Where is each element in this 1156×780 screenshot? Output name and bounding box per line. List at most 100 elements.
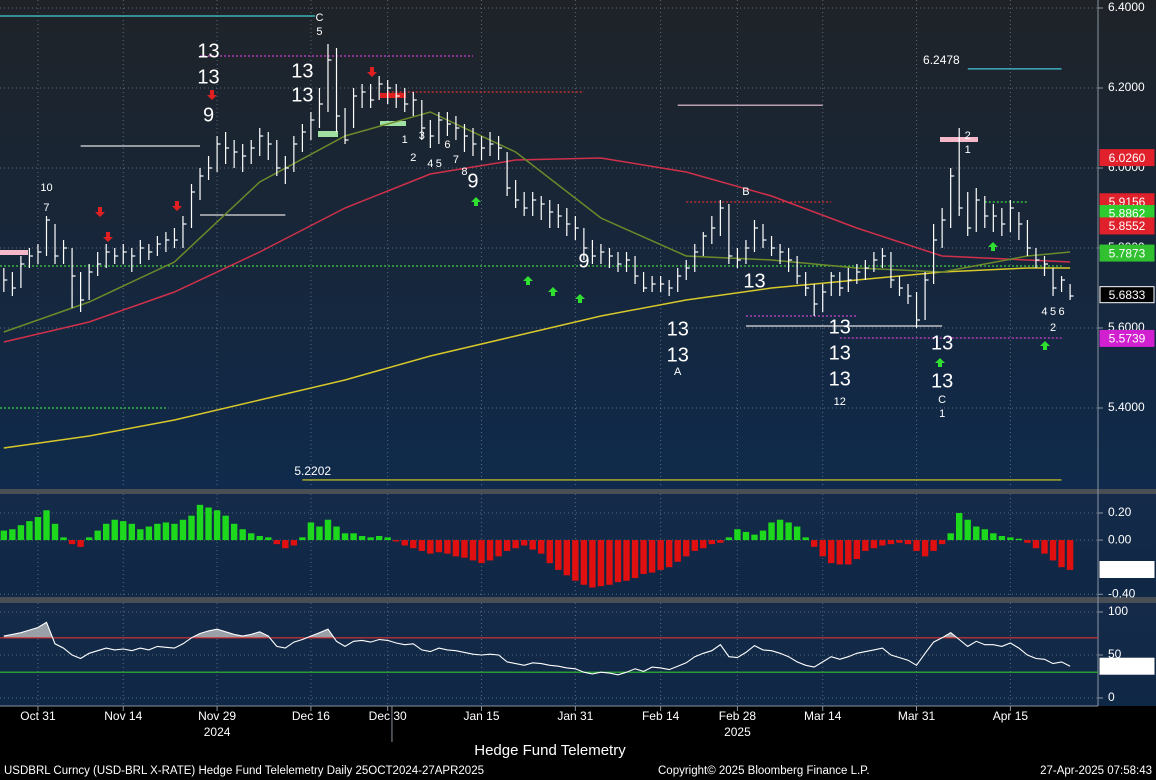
td-label: 7 — [453, 154, 459, 166]
x-tick-label: Mar 14 — [804, 709, 842, 723]
histogram-bar — [640, 540, 647, 574]
td-label: 1 — [402, 134, 408, 146]
price-tag-label: 5.5739 — [1109, 332, 1146, 346]
td-label: A — [674, 366, 682, 378]
histogram-bar — [734, 529, 741, 541]
buy-arrow — [988, 242, 998, 251]
histogram-bar — [299, 537, 306, 541]
histogram-bar — [683, 540, 690, 557]
td-label: 10 — [40, 182, 52, 194]
td-label: 13 — [667, 318, 689, 340]
histogram-bar — [1032, 540, 1040, 549]
td-label: 13 — [291, 84, 313, 106]
histogram-bar — [572, 540, 579, 581]
histogram-bar — [665, 540, 673, 568]
td-label: 9 — [578, 250, 589, 272]
histogram-bar — [1015, 538, 1023, 541]
histogram-bar — [700, 540, 707, 549]
histogram-bar — [137, 529, 144, 541]
histogram-bar — [597, 540, 605, 587]
axis-footer — [0, 706, 1156, 780]
td-label: 6 — [1058, 306, 1064, 318]
x-tick-label: Jan 15 — [464, 709, 500, 723]
footer-timestamp: 27-Apr-2025 07:58:43 — [1040, 765, 1152, 777]
price-tag — [1099, 329, 1155, 347]
td-label: 8 — [461, 166, 467, 178]
histogram-bar — [375, 536, 383, 541]
price-tag-label: -0.2171 — [1107, 563, 1148, 577]
x-tick-label: Apr 15 — [993, 709, 1029, 723]
setup-marker — [380, 93, 406, 98]
td-label: 4 — [427, 158, 433, 170]
histogram-bar — [179, 519, 187, 541]
footer-security: USDBRL Curncy (USD-BRL X-RATE) Hedge Fun… — [4, 765, 484, 777]
histogram-bar — [887, 540, 895, 545]
td-label: 5 — [436, 158, 442, 170]
histogram-bar — [930, 540, 937, 551]
histogram-bar — [828, 540, 835, 564]
sell-arrow — [367, 67, 377, 77]
histogram-bar — [964, 519, 971, 541]
td-label: 2 — [1050, 322, 1056, 334]
histogram-bar — [1049, 540, 1057, 561]
histogram-bar — [145, 526, 153, 541]
setup-marker — [0, 250, 28, 255]
histogram-bar — [580, 540, 588, 585]
td-label: 13 — [743, 270, 765, 292]
buy-arrow — [548, 287, 558, 296]
histogram-bar — [947, 533, 954, 541]
histogram-bar — [213, 510, 221, 541]
histogram-bar — [921, 540, 929, 557]
panel-divider — [0, 597, 1156, 603]
x-tick-label: Dec 16 — [292, 709, 330, 723]
x-tick-label: Jan 31 — [557, 709, 593, 723]
setup-marker — [318, 131, 338, 137]
histogram-bar — [341, 533, 349, 541]
histogram-bar — [981, 529, 988, 541]
y-tick-label: 100 — [1108, 604, 1128, 618]
rsi-line — [3, 621, 1071, 676]
histogram-bar — [751, 534, 758, 541]
histogram-bar — [938, 540, 946, 545]
price-tag-label: 6.0260 — [1109, 151, 1146, 165]
td-label: 13 — [829, 368, 851, 390]
histogram-bar — [51, 523, 59, 541]
td-label: 13 — [829, 316, 851, 338]
histogram-bar — [222, 515, 229, 541]
histogram-bar — [691, 540, 698, 551]
histogram-bar — [350, 533, 357, 541]
td-label: 4 — [1041, 306, 1047, 318]
histogram-bar — [102, 523, 110, 541]
td-label: 13 — [291, 60, 313, 82]
histogram-bar — [674, 540, 681, 562]
panel-divider — [0, 489, 1156, 494]
td-label: 5 — [316, 26, 322, 38]
td-label: 13 — [197, 40, 219, 62]
histogram-bar — [631, 540, 639, 579]
histogram-bar — [862, 540, 869, 551]
buy-arrow — [471, 197, 481, 206]
histogram-bar — [853, 540, 861, 560]
histogram-bar — [239, 529, 246, 541]
td-label: 13 — [931, 370, 953, 392]
histogram-bar — [358, 536, 366, 541]
histogram-bar — [196, 504, 204, 541]
td-label: 13 — [197, 66, 219, 88]
td-label: 2 — [965, 130, 971, 142]
sell-arrow — [95, 207, 105, 217]
histogram-bar — [68, 540, 76, 545]
histogram-bar — [759, 530, 767, 541]
histogram-bar — [836, 540, 843, 565]
histogram-bar — [529, 540, 536, 550]
histogram-bar — [401, 540, 408, 546]
histogram-bar — [230, 523, 238, 541]
histogram-bar — [367, 537, 374, 541]
td-label: 9 — [467, 170, 478, 192]
histogram-bar — [94, 530, 101, 541]
histogram-bar — [657, 540, 664, 570]
histogram-bar — [17, 525, 25, 541]
histogram-bar — [896, 540, 903, 543]
histogram-bar — [384, 537, 391, 541]
price-panel — [0, 0, 1156, 489]
histogram-bar — [461, 540, 468, 558]
